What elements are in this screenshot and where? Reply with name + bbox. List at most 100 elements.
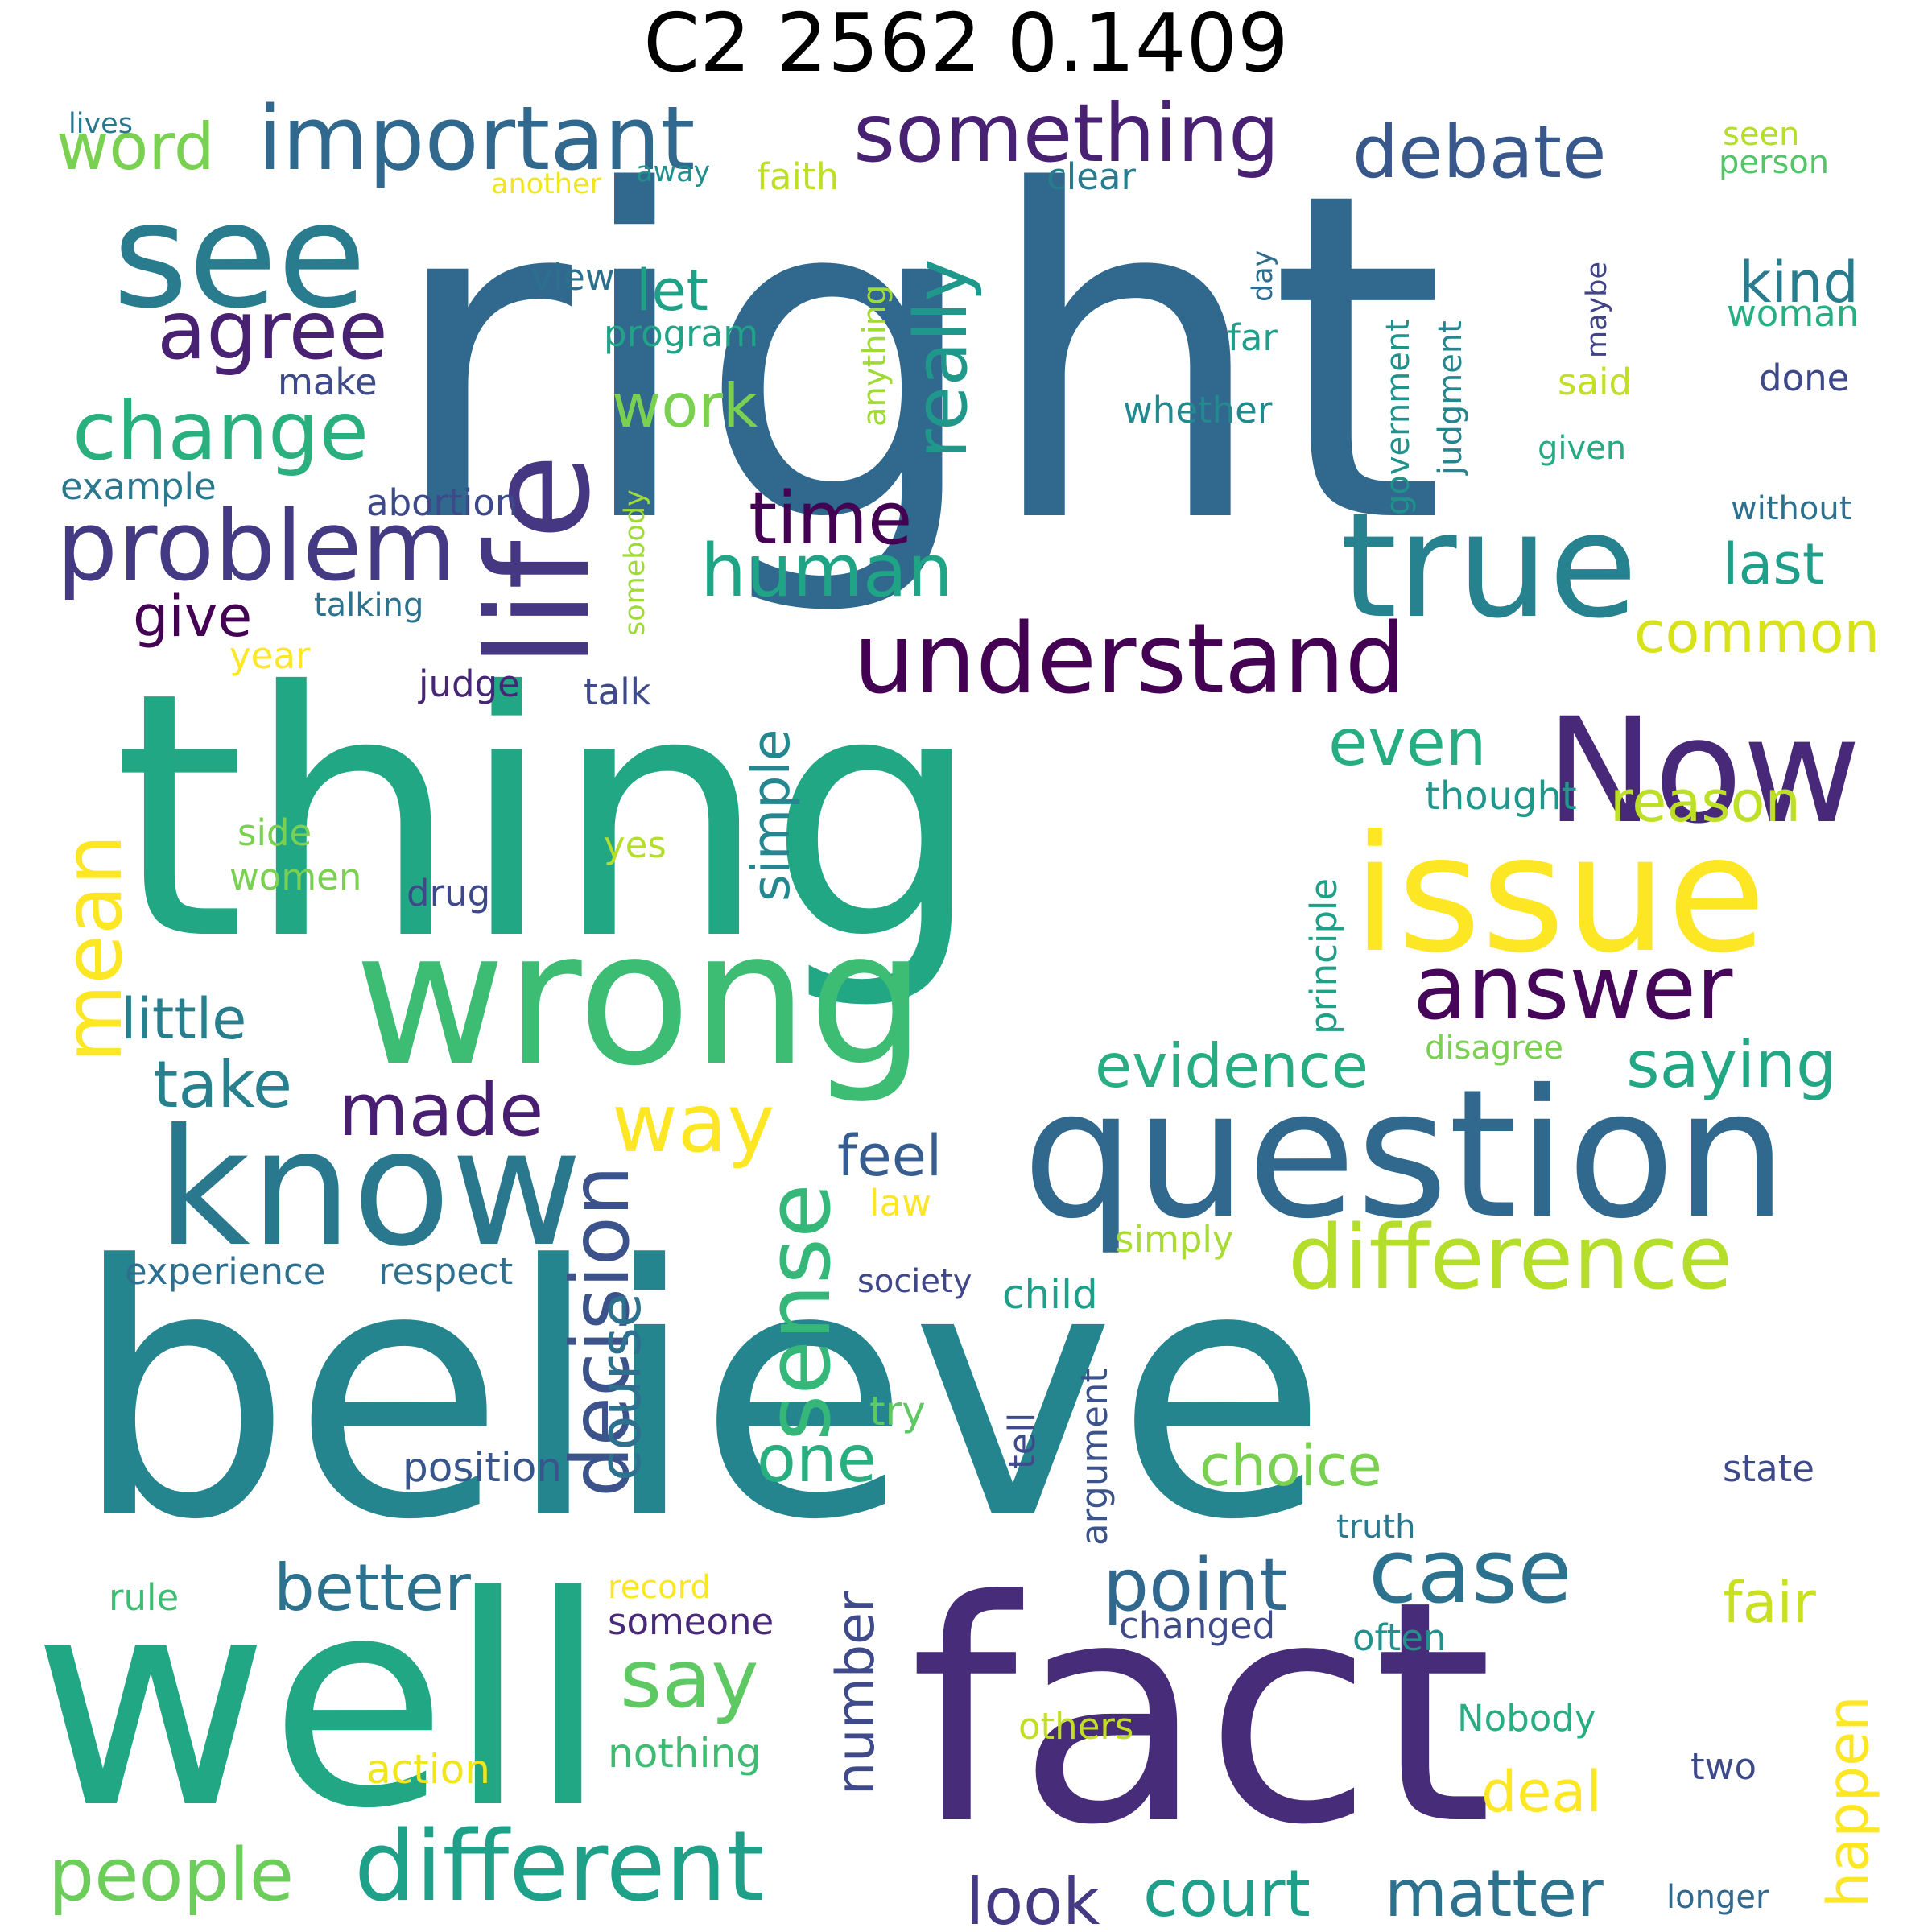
word-talking: talking (314, 587, 423, 624)
word-truth: truth (1336, 1509, 1416, 1546)
word-government: government (1380, 319, 1417, 515)
word-away: away (636, 156, 710, 188)
word-others: others (1018, 1705, 1133, 1748)
word-women: women (229, 856, 361, 898)
word-argument: argument (1073, 1368, 1116, 1546)
word-court: court (1143, 1856, 1311, 1931)
word-evidence: evidence (1095, 1030, 1368, 1101)
word-action: action (366, 1746, 490, 1793)
word-state: state (1723, 1447, 1814, 1490)
word-look: look (966, 1864, 1100, 1932)
word-case: case (1368, 1520, 1572, 1623)
word-nothing: nothing (608, 1730, 762, 1777)
word-done: done (1759, 357, 1849, 399)
word-day: day (1247, 250, 1279, 302)
word-change: change (72, 384, 369, 478)
word-abortion: abortion (366, 481, 518, 524)
word-fair: fair (1723, 1570, 1816, 1636)
word-record: record (608, 1569, 711, 1606)
word-judgment: judgment (1432, 320, 1469, 476)
word-time: time (749, 477, 912, 561)
word-deal: deal (1481, 1759, 1602, 1825)
word-give: give (133, 584, 252, 650)
word-law: law (869, 1182, 931, 1224)
word-saying: saying (1626, 1027, 1837, 1102)
word-point: point (1103, 1543, 1288, 1628)
word-different: different (354, 1811, 765, 1923)
word-problem: problem (56, 491, 456, 603)
word-child: child (1002, 1271, 1098, 1318)
word-reason: reason (1610, 769, 1801, 835)
word-talk: talk (584, 671, 651, 713)
word-two: two (1690, 1745, 1757, 1788)
word-people: people (48, 1833, 294, 1918)
word-tell: tell (1001, 1413, 1043, 1469)
word-see: see (113, 172, 366, 341)
word-little: little (121, 986, 246, 1052)
word-mean: mean (46, 834, 140, 1063)
word-changed: changed (1119, 1604, 1275, 1647)
word-example: example (60, 465, 217, 508)
word-issue: issue (1352, 801, 1766, 989)
word-year: year (229, 634, 311, 677)
word-one: one (757, 1422, 877, 1496)
word-way: way (612, 1076, 774, 1170)
word-important: important (258, 87, 695, 190)
word-feel: feel (837, 1123, 942, 1189)
word-something: something (853, 86, 1279, 180)
word-take: take (153, 1047, 292, 1122)
word-even: even (1328, 705, 1486, 780)
word-disagree: disagree (1425, 1030, 1563, 1067)
word-made: made (338, 1068, 543, 1153)
word-nobody: Nobody (1457, 1697, 1596, 1740)
word-last: last (1723, 531, 1824, 597)
word-far: far (1228, 316, 1278, 359)
word-true: true (1340, 482, 1637, 650)
word-experience: experience (125, 1250, 325, 1293)
word-work: work (612, 370, 758, 441)
word-person: person (1719, 144, 1829, 181)
word-clear: clear (1046, 155, 1137, 198)
word-drug: drug (407, 872, 490, 914)
word-try: try (869, 1388, 926, 1435)
word-yes: yes (604, 824, 667, 866)
word-agree: agree (157, 283, 388, 378)
word-position: position (402, 1444, 562, 1491)
word-anything: anything (857, 285, 894, 427)
word-wrong: wrong (354, 892, 926, 1107)
word-fact: fact (910, 1535, 1493, 1892)
word-human: human (700, 529, 953, 613)
word-simply: simply (1115, 1218, 1233, 1261)
word-now: Now (1546, 687, 1861, 856)
word-faith: faith (757, 155, 839, 198)
word-number: number (826, 1591, 886, 1795)
word-judge: judge (418, 663, 520, 705)
word-common: common (1634, 600, 1880, 666)
word-often: often (1352, 1616, 1446, 1659)
word-answer: answer (1413, 936, 1733, 1039)
word-view: view (531, 256, 615, 299)
word-given: given (1538, 430, 1626, 467)
word-respect: respect (378, 1250, 513, 1293)
word-life: life (458, 453, 621, 668)
word-word: word (56, 109, 215, 184)
word-side: side (237, 811, 312, 854)
word-woman: woman (1727, 292, 1859, 335)
word-debate: debate (1352, 110, 1606, 195)
word-program: program (604, 312, 758, 355)
word-somebody: somebody (619, 489, 651, 636)
word-said: said (1558, 361, 1632, 403)
word-believe: believe (72, 1193, 1328, 1596)
word-another: another (491, 168, 601, 200)
word-sense: sense (747, 1183, 850, 1441)
word-thing: thing (113, 621, 982, 1014)
word-society: society (857, 1263, 972, 1300)
word-course: course (588, 1293, 654, 1481)
word-understand: understand (853, 604, 1406, 716)
word-without: without (1731, 490, 1852, 527)
word-make: make (278, 361, 378, 403)
word-seen: seen (1723, 116, 1799, 153)
cloud-title: C2 2562 0.1409 (643, 0, 1288, 90)
word-thought: thought (1425, 774, 1577, 819)
